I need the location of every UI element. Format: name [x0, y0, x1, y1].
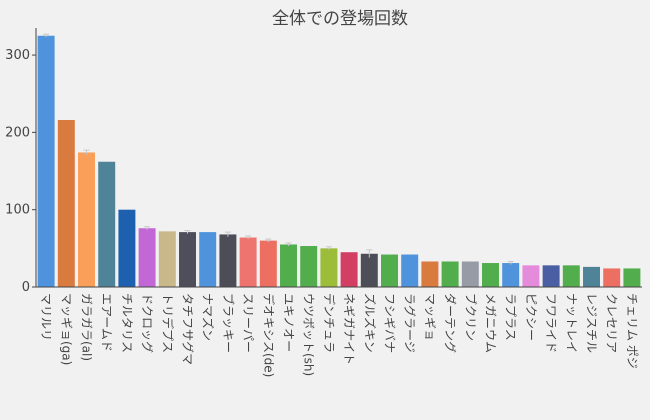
x-tick-label: ラグラージ	[403, 293, 417, 353]
x-tick-label: フシギバナ	[383, 293, 397, 353]
y-tick-label: 200	[5, 125, 30, 140]
x-tick-label: マリルリ	[39, 293, 53, 341]
bar	[441, 261, 459, 287]
bar	[522, 265, 540, 287]
x-tick-label: トリデプス	[160, 293, 175, 353]
bar	[98, 161, 116, 287]
bar	[57, 120, 75, 287]
bar	[320, 248, 338, 287]
bar	[199, 232, 217, 287]
x-tick-label: ガラガラ(al)	[80, 293, 94, 361]
bar	[259, 240, 277, 287]
bar	[239, 237, 257, 287]
bar	[461, 261, 479, 287]
x-tick-label: タチフサグマ	[181, 293, 195, 365]
x-tick-label: ズルズキン	[362, 293, 377, 353]
x-tick-label: チェリム ポジ	[625, 293, 639, 369]
x-tick-label: ナットレイ	[564, 293, 578, 353]
bar	[118, 209, 136, 287]
bar	[542, 265, 560, 287]
x-tick-label: マッギョ(ga)	[59, 293, 73, 365]
x-tick-label: ナマズン	[201, 293, 216, 341]
x-tick-label: クレセリア	[605, 293, 619, 353]
y-tick-label: 0	[22, 280, 30, 295]
x-tick-label: ラプラス	[504, 293, 518, 341]
x-tick-label: ピクシー	[524, 293, 538, 341]
bar	[421, 261, 439, 287]
bar	[179, 232, 196, 287]
y-tick-label: 100	[5, 203, 30, 218]
bar	[340, 252, 358, 287]
x-tick-label: ユキノオー	[282, 293, 296, 352]
x-tick-label: メガニウム	[484, 293, 498, 353]
bar	[603, 268, 621, 287]
bar	[78, 152, 95, 287]
bar	[280, 244, 297, 287]
x-tick-label: チルタリス	[120, 293, 134, 353]
x-axis: マリルリ マッギョ(ga) ガラガラ(al) エアームド チルタリス ドクロッグ トリデプス…	[36, 286, 642, 377]
bar	[623, 268, 641, 287]
x-tick-label: デンチュラ	[322, 293, 337, 353]
y-axis: 0 100 200 300	[5, 28, 37, 295]
x-tick-label: ドクロッグ	[140, 293, 154, 353]
x-tick-label: エアームド	[100, 293, 114, 352]
x-tick-label: レジスチル	[585, 293, 599, 353]
bar	[300, 246, 318, 287]
bar	[37, 35, 55, 288]
x-tick-label: スリーパー	[241, 293, 255, 353]
bar	[360, 253, 378, 287]
x-tick-label: ウツボット(sh)	[302, 293, 316, 376]
bar	[381, 254, 398, 287]
bars-group	[37, 33, 641, 288]
bar	[502, 263, 520, 287]
bar	[482, 263, 499, 287]
bar	[138, 228, 156, 287]
x-tick-label: ダーテング	[443, 293, 458, 353]
bar	[583, 266, 600, 287]
bar	[562, 265, 580, 287]
x-tick-label: フワライド	[544, 293, 558, 353]
bar	[158, 231, 176, 287]
x-tick-label: マッギョ	[423, 293, 437, 341]
y-tick-label: 300	[5, 48, 30, 63]
x-tick-label: ネギガナイト	[342, 293, 356, 365]
x-tick-label: デオキシス(de)	[261, 293, 276, 377]
x-tick-label: ブクリン	[463, 293, 478, 341]
bar	[219, 234, 237, 287]
bar	[401, 254, 419, 287]
chart-title: 全体での登場回数	[272, 9, 408, 29]
x-tick-label: ブラッキー	[221, 293, 236, 353]
